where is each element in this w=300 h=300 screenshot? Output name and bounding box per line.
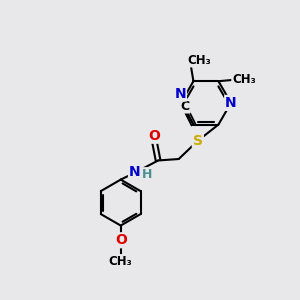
Text: CH₃: CH₃ xyxy=(188,53,211,67)
Text: C: C xyxy=(181,100,190,112)
Text: H: H xyxy=(142,168,152,181)
Text: O: O xyxy=(148,129,160,143)
Text: O: O xyxy=(115,233,127,247)
Text: S: S xyxy=(193,134,203,148)
Text: CH₃: CH₃ xyxy=(109,255,133,268)
Text: CH₃: CH₃ xyxy=(232,73,256,86)
Text: N: N xyxy=(129,165,141,179)
Text: N: N xyxy=(225,96,237,110)
Text: N: N xyxy=(174,87,186,100)
